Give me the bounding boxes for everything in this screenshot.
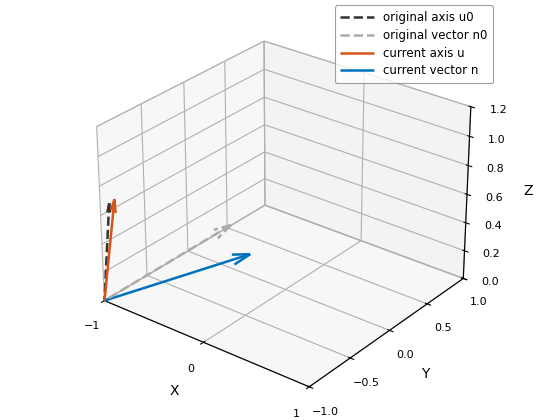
Legend: original axis u0, original vector n0, current axis u, current vector n: original axis u0, original vector n0, cu… — [334, 5, 493, 83]
X-axis label: X: X — [170, 383, 179, 398]
Y-axis label: Y: Y — [422, 367, 430, 381]
